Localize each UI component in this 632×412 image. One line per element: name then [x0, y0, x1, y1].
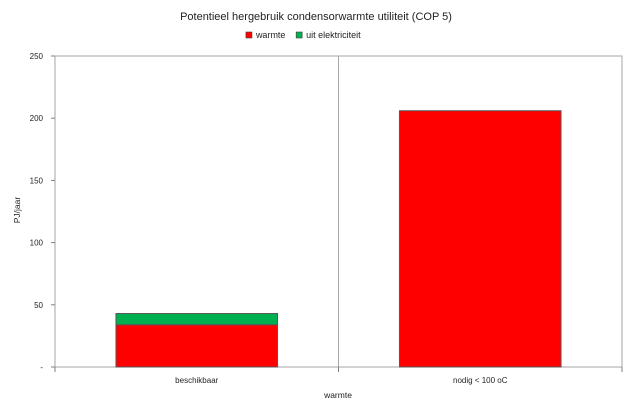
x-axis-label: warmte [323, 390, 352, 400]
y-tick-label: 250 [30, 52, 44, 61]
legend-swatch [245, 31, 253, 39]
bars [115, 110, 562, 368]
bar-segment [115, 324, 279, 368]
x-tick-label: nodig < 100 oC [453, 376, 508, 385]
x-tick-label: beschikbaar [175, 376, 218, 385]
y-tick-label: 100 [30, 239, 44, 248]
legend-swatch [295, 31, 303, 39]
y-tick-label: - [40, 363, 43, 372]
y-axis-label: PJ/jaar [12, 197, 22, 224]
legend-label: uit elektriciteit [306, 30, 361, 40]
legend: warmte uit elektriciteit [245, 30, 361, 40]
y-tick-label: 150 [30, 176, 44, 185]
y-tick-label: 200 [30, 114, 44, 123]
chart-title: Potentieel hergebruik condensorwarmte ut… [180, 11, 452, 23]
y-tick-label: 50 [34, 301, 43, 310]
legend-label: warmte [255, 30, 286, 40]
bar-segment [398, 110, 562, 368]
y-axis: - 50 100 150 200 250 [30, 52, 55, 372]
x-axis: beschikbaar nodig < 100 oC [54, 367, 623, 385]
bar-segment [115, 313, 279, 326]
